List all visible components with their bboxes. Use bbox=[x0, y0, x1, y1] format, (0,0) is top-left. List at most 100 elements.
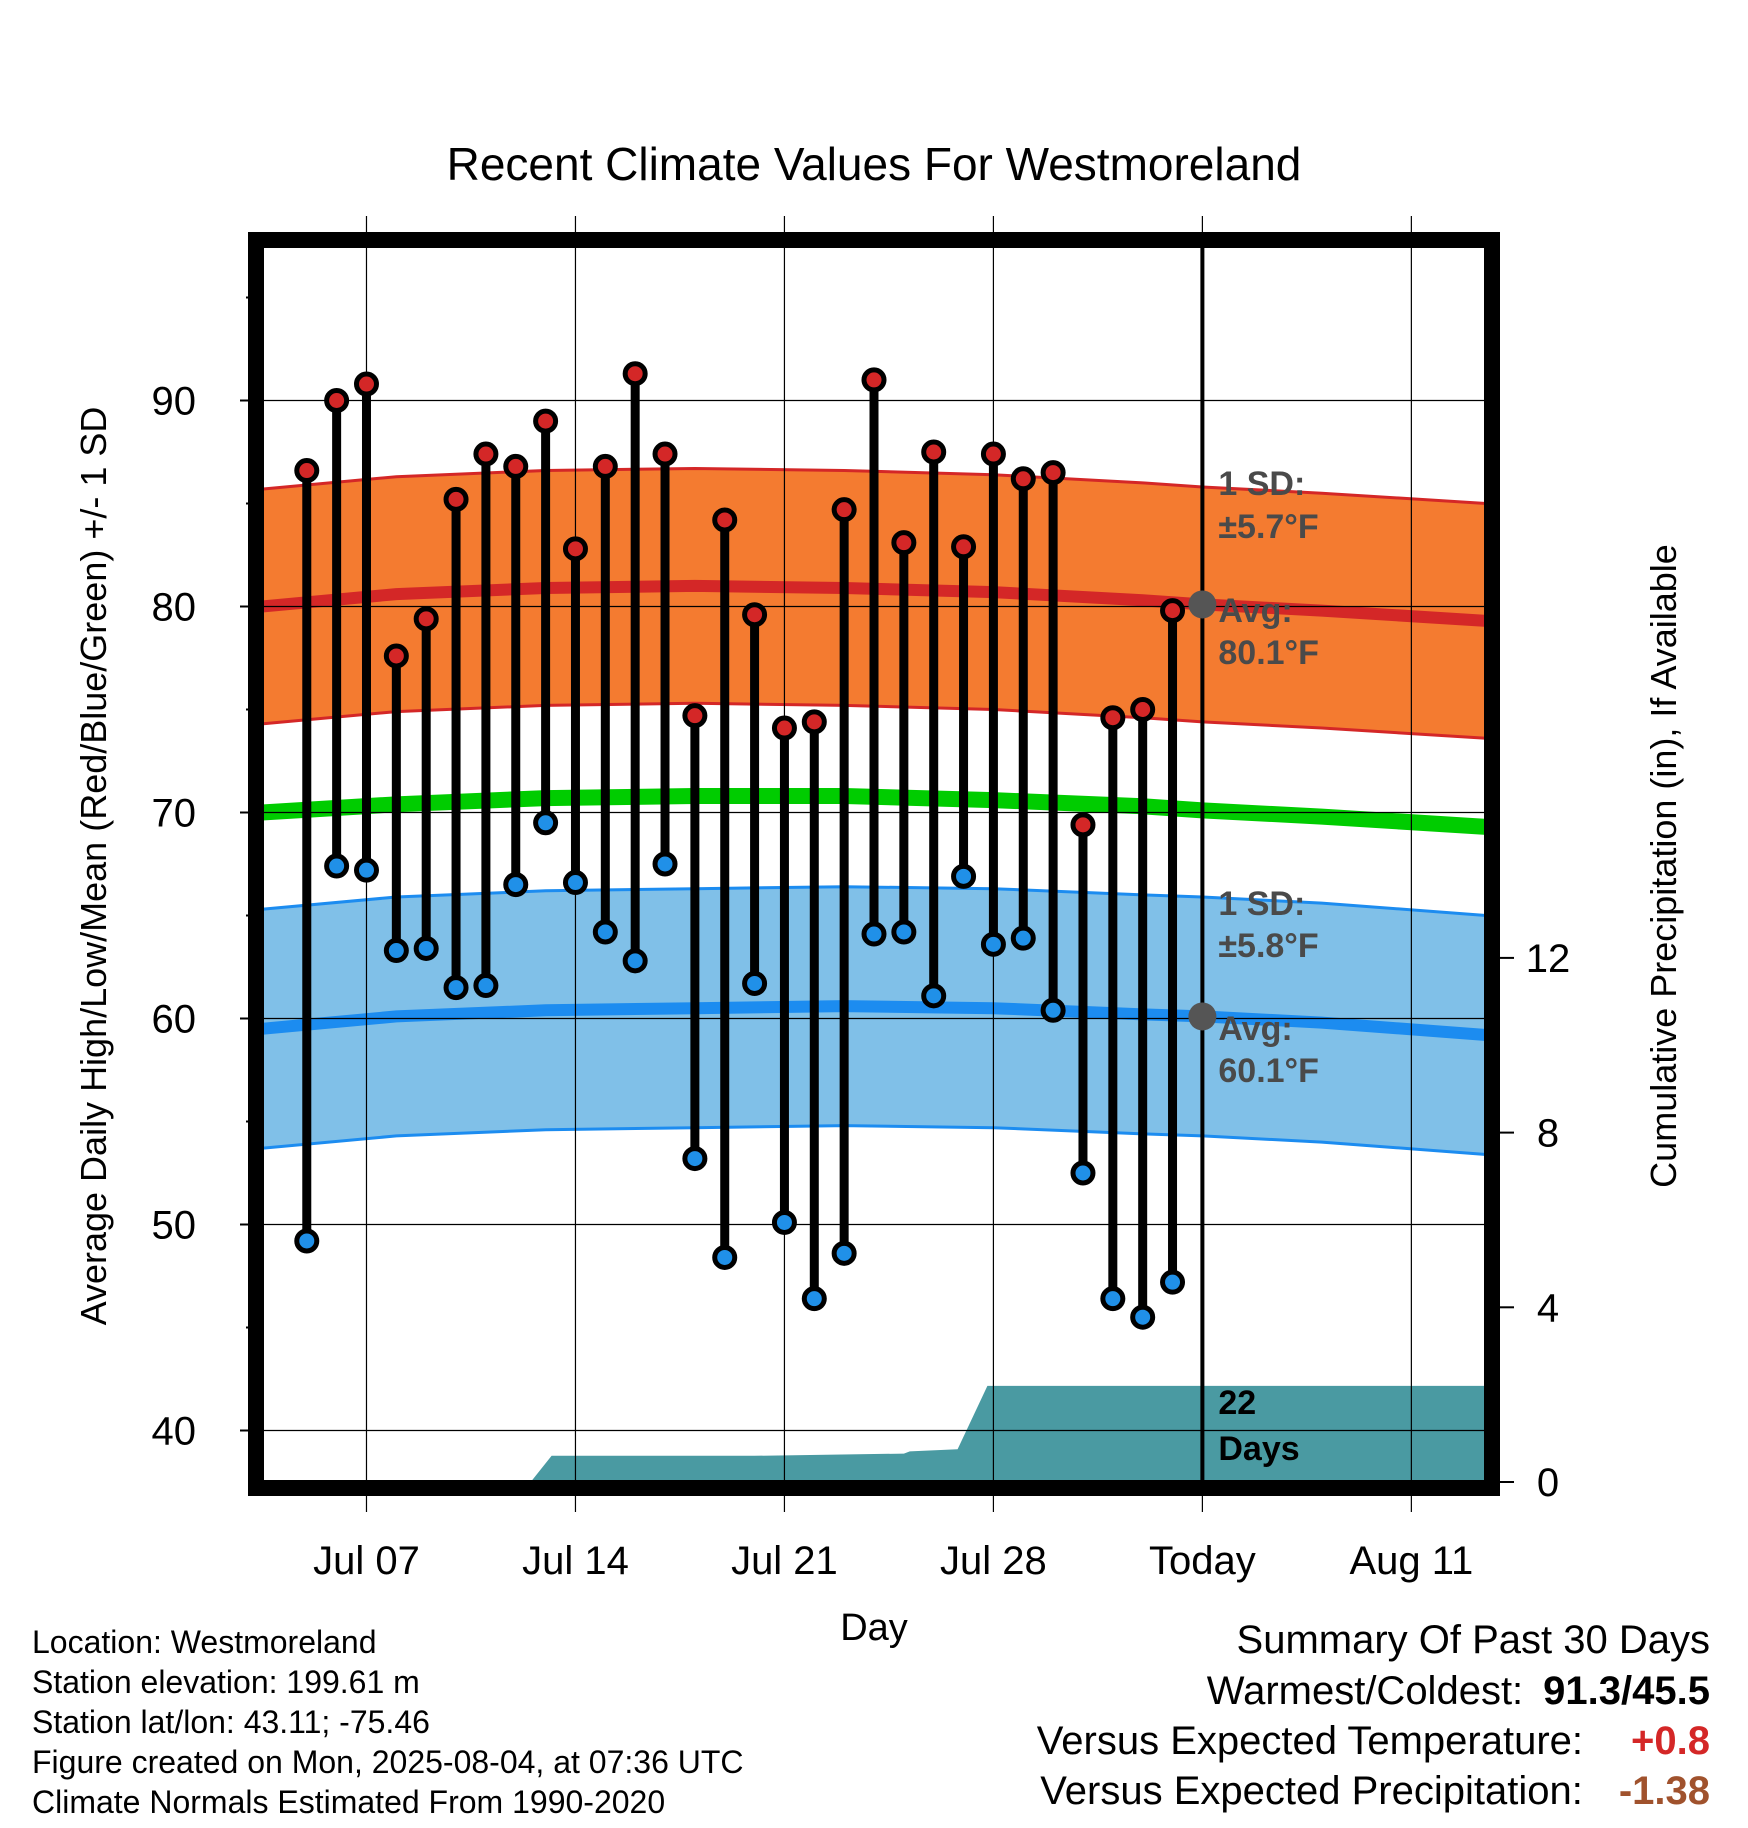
normals-text: Climate Normals Estimated From 1990-2020 bbox=[32, 1784, 666, 1820]
daily-high-point bbox=[951, 534, 977, 560]
x-tick-label: Jul 28 bbox=[940, 1539, 1047, 1583]
y-tick-label: 90 bbox=[152, 380, 197, 424]
daily-high-point bbox=[921, 439, 947, 465]
low-band-lower-edge bbox=[261, 1124, 1487, 1156]
daily-low-point bbox=[1070, 1160, 1096, 1186]
daily-stems bbox=[294, 361, 1186, 1330]
annotations: 1 SD: ±5.7°F Avg: 80.1°F 1 SD: ±5.8°F Avg: 60.1… bbox=[1188, 465, 1319, 1468]
precip-row: Versus Expected Precipitation: -1.38 bbox=[1037, 1766, 1710, 1816]
daily-low-point bbox=[1100, 1286, 1126, 1312]
daily-high-point bbox=[443, 486, 469, 512]
warm-cold-row: Warmest/Coldest: 91.3/45.5 bbox=[1037, 1666, 1710, 1716]
days-count: 22 bbox=[1218, 1384, 1256, 1422]
daily-high-point bbox=[1040, 460, 1066, 486]
high-sd-label: 1 SD: bbox=[1218, 465, 1305, 503]
warm-cold-value: 91.3/45.5 bbox=[1543, 1669, 1710, 1713]
daily-high-point bbox=[473, 441, 499, 467]
latlon-text: Station lat/lon: 43.11; -75.46 bbox=[32, 1704, 430, 1740]
normal-high-line bbox=[261, 579, 1487, 627]
x-tick-label: Aug 11 bbox=[1349, 1539, 1473, 1583]
y-tick-label: 80 bbox=[152, 586, 197, 630]
daily-low-point bbox=[742, 970, 768, 996]
daily-low-point bbox=[1010, 925, 1036, 951]
daily-high-point bbox=[353, 371, 379, 397]
today-low-normal-dot bbox=[1188, 1002, 1217, 1031]
daily-high-point bbox=[891, 530, 917, 556]
summary-panel: Summary Of Past 30 Days Warmest/Coldest:… bbox=[1037, 1614, 1710, 1816]
daily-low-point bbox=[592, 919, 618, 945]
precip-label: Versus Expected Precipitation: bbox=[1040, 1769, 1583, 1813]
warm-cold-label: Warmest/Coldest: bbox=[1206, 1669, 1524, 1713]
daily-high-point bbox=[771, 715, 797, 741]
high-avg-label: Avg: bbox=[1218, 592, 1292, 630]
daily-low-point bbox=[831, 1240, 857, 1266]
daily-high-point bbox=[1130, 697, 1156, 722]
daily-low-point bbox=[951, 863, 977, 889]
daily-low-point bbox=[682, 1146, 708, 1172]
x-tick-label: Jul 21 bbox=[731, 1539, 838, 1583]
daily-low-point bbox=[712, 1244, 738, 1270]
y2-axis-label: Cumulative Precipitation (in), If Availa… bbox=[1643, 544, 1684, 1188]
created-text: Figure created on Mon, 2025-08-04, at 07… bbox=[32, 1744, 744, 1780]
station-info: Location: Westmoreland Station elevation… bbox=[32, 1622, 744, 1822]
low-sd-band bbox=[262, 886, 1486, 1155]
x-axis-label: Day bbox=[840, 1607, 908, 1649]
low-sd-value: ±5.8°F bbox=[1218, 927, 1318, 965]
daily-low-point bbox=[383, 938, 409, 964]
daily-low-point bbox=[1130, 1304, 1156, 1330]
normal-mean-line bbox=[261, 788, 1487, 835]
y-tick-label: 60 bbox=[152, 998, 197, 1042]
low-sd-label: 1 SD: bbox=[1218, 885, 1305, 923]
daily-low-point bbox=[353, 857, 379, 883]
daily-low-point bbox=[324, 853, 350, 879]
daily-high-point bbox=[831, 497, 857, 523]
temp-row: Versus Expected Temperature: +0.8 bbox=[1037, 1716, 1710, 1766]
cumulative-precip-area bbox=[262, 1385, 1486, 1482]
daily-low-point bbox=[980, 931, 1006, 957]
y2-tick-label: 4 bbox=[1537, 1286, 1559, 1330]
daily-high-point bbox=[562, 536, 588, 562]
low-avg-label: Avg: bbox=[1218, 1010, 1292, 1048]
y-tick-label: 50 bbox=[152, 1204, 197, 1248]
low-band-upper-edge bbox=[261, 885, 1487, 917]
daily-low-point bbox=[562, 870, 588, 896]
y-tick-label: 70 bbox=[152, 792, 197, 836]
daily-low-point bbox=[443, 975, 469, 1001]
daily-high-point bbox=[1010, 466, 1036, 492]
daily-high-point bbox=[294, 458, 320, 484]
plot-border bbox=[248, 232, 1500, 1496]
y2-tick-label: 8 bbox=[1537, 1112, 1559, 1156]
daily-low-point bbox=[861, 921, 887, 947]
daily-high-point bbox=[980, 441, 1006, 467]
axes: 40 50 60 70 80 90 0 4 8 12 Jul 07 Jul 14 Jul 21 Jul 2… bbox=[152, 296, 1571, 1583]
summary-heading: Summary Of Past 30 Days bbox=[1236, 1618, 1710, 1662]
temp-label: Versus Expected Temperature: bbox=[1036, 1719, 1584, 1763]
high-sd-value: ±5.7°F bbox=[1218, 508, 1318, 546]
daily-high-point bbox=[861, 367, 887, 393]
daily-high-point bbox=[801, 709, 827, 735]
daily-low-point bbox=[1160, 1269, 1186, 1295]
daily-low-point bbox=[921, 983, 947, 1009]
daily-low-point bbox=[503, 872, 529, 898]
y2-tick-label: 12 bbox=[1526, 937, 1571, 981]
y-tick-label: 40 bbox=[152, 1410, 197, 1454]
precip-value: -1.38 bbox=[1618, 1769, 1710, 1813]
high-avg-value: 80.1°F bbox=[1218, 634, 1319, 672]
daily-low-point bbox=[473, 973, 499, 999]
daily-high-point bbox=[742, 602, 768, 628]
location-text: Location: Westmoreland bbox=[32, 1624, 377, 1660]
daily-high-point bbox=[324, 388, 350, 413]
y2-tick-label: 0 bbox=[1537, 1461, 1559, 1505]
chart-title: Recent Climate Values For Westmoreland bbox=[447, 138, 1302, 190]
daily-high-point bbox=[1160, 598, 1186, 624]
daily-high-point bbox=[652, 441, 678, 467]
precipitation-area bbox=[262, 1385, 1486, 1482]
daily-low-point bbox=[891, 919, 917, 945]
plot-frame bbox=[248, 232, 1500, 1496]
daily-high-point bbox=[413, 606, 439, 632]
daily-low-point bbox=[294, 1228, 320, 1254]
daily-low-point bbox=[533, 810, 559, 836]
temp-value: +0.8 bbox=[1631, 1719, 1710, 1763]
daily-high-point bbox=[383, 643, 409, 669]
